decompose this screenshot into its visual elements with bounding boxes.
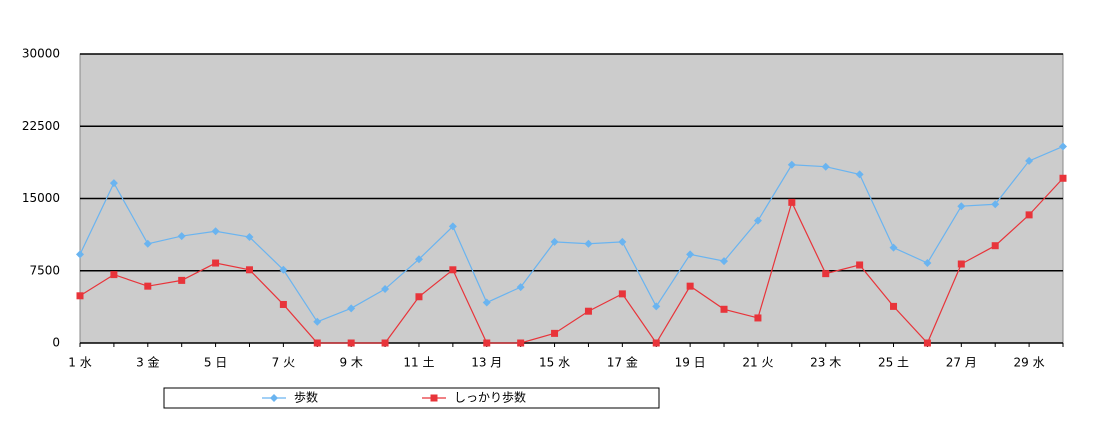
x-tick-label: 1 水 [68,356,91,370]
point [381,339,389,347]
point [144,282,152,290]
point [178,276,186,284]
legend-marker [270,394,278,402]
y-tick-label: 0 [52,336,60,350]
y-tick-label: 7500 [29,263,60,277]
point [923,259,932,268]
point [1025,211,1033,219]
y-tick-label: 22500 [22,119,60,133]
point [618,290,626,298]
point [753,216,762,225]
point [415,293,423,301]
point [313,317,322,326]
x-tick-label: 25 土 [878,356,909,370]
legend-box [163,387,660,409]
point [787,160,796,169]
series-line [79,145,1064,323]
legend-label: しっかり歩数 [454,390,526,405]
point [822,270,830,278]
x-tick-label: 23 木 [810,356,841,370]
point [652,339,660,347]
point [517,339,525,347]
point [584,307,592,315]
y-tick-label: 15000 [22,191,60,205]
x-tick-label: 29 水 [1014,356,1045,370]
x-tick-label: 11 土 [403,356,434,370]
point [584,239,593,248]
point [414,255,423,264]
x-tick-label: 19 日 [675,356,706,370]
point [177,232,186,241]
point [347,339,355,347]
x-tick-label: 7 火 [272,356,295,370]
point [1025,156,1034,165]
point [855,170,864,179]
x-tick-label: 17 金 [607,355,638,370]
legend-marker [430,394,438,402]
point [109,179,118,188]
point [76,292,84,300]
y-tick-label: 30000 [22,47,60,61]
point [890,302,898,310]
point [279,300,287,308]
x-tick-label: 27 月 [946,356,977,370]
point [686,250,695,259]
point [245,266,253,274]
point [754,314,762,322]
x-tick-label: 3 金 [136,355,159,370]
point [110,271,118,279]
point [550,237,559,246]
point [279,265,288,274]
point [618,237,627,246]
point [652,302,661,311]
x-tick-label: 21 火 [742,356,773,370]
point [788,198,796,206]
point [245,233,254,242]
point [381,285,390,294]
legend-label: 歩数 [294,390,318,405]
series-line [79,177,1064,345]
point [1059,142,1067,151]
x-tick-label: 13 月 [471,356,502,370]
point [720,257,729,266]
point [686,282,694,290]
x-tick-label: 5 日 [204,356,227,370]
point [449,266,457,274]
point [482,298,491,307]
point [923,339,931,347]
point [483,339,491,347]
point [76,250,84,259]
point [957,202,966,211]
point [211,227,220,236]
point [720,305,728,313]
point [889,243,898,252]
point [212,259,220,267]
point [448,222,457,231]
point [957,260,965,268]
point [551,329,559,337]
point [991,242,999,250]
point [313,339,321,347]
point [1059,174,1067,182]
point [991,200,1000,209]
point [143,239,152,248]
x-tick-label: 15 水 [539,356,570,370]
point [821,162,830,171]
point [856,261,864,269]
point [516,283,525,292]
x-tick-label: 9 木 [339,356,362,370]
point [347,304,356,313]
